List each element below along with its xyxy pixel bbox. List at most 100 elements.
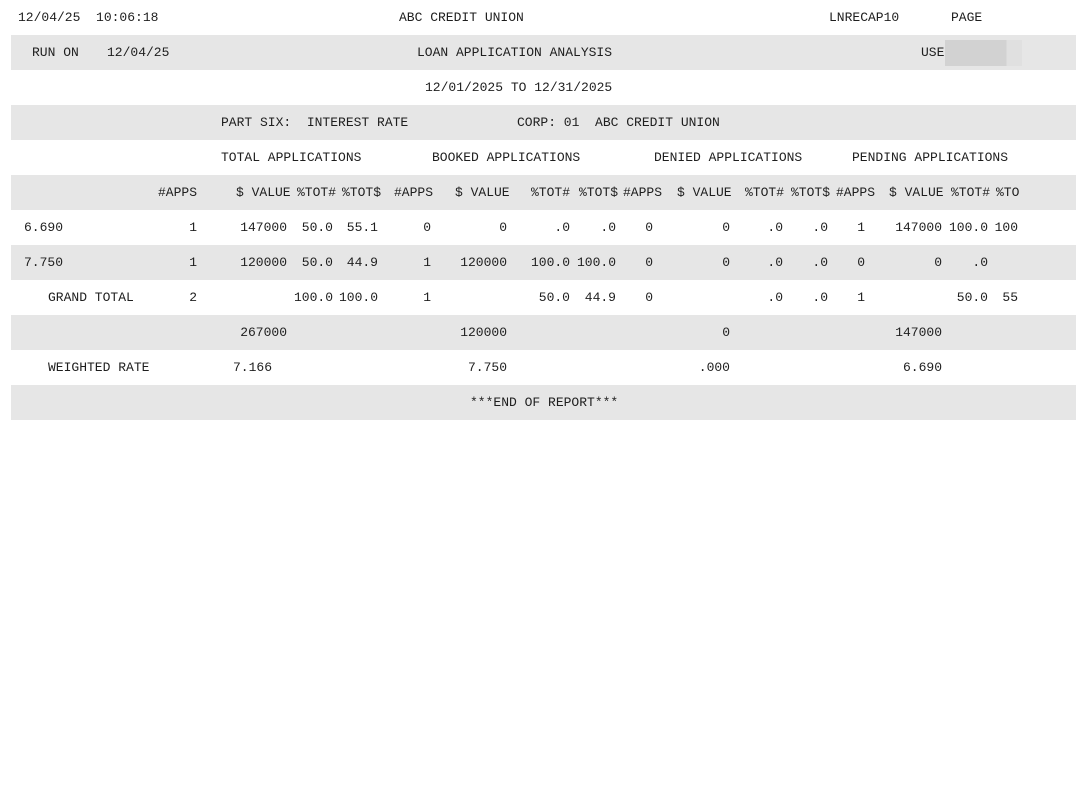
- pending-pct-num: 50.0: [956, 290, 988, 305]
- weighted-booked: 7.750: [467, 360, 507, 375]
- rate-cell: 7.750: [24, 255, 64, 270]
- pending-pct-val: 55: [1002, 290, 1018, 305]
- table-cell: 0: [722, 220, 730, 235]
- user-label: USER: [921, 45, 953, 60]
- date-range: 12/01/2025 TO 12/31/2025: [425, 80, 613, 95]
- grand-total-row: GRAND TOTAL 2 100.0 100.0 1 50.0 44.9 0 …: [0, 280, 1076, 315]
- pending-value: 147000: [895, 325, 942, 340]
- table-cell: .0: [812, 255, 828, 270]
- run-on-date: 12/04/25: [107, 45, 170, 60]
- table-cell: 55.1: [346, 220, 378, 235]
- table-cell: 1: [189, 220, 197, 235]
- table-cell: 0: [645, 255, 653, 270]
- table-cell: 100.0: [576, 255, 616, 270]
- table-cell: 1: [423, 255, 431, 270]
- table-cell: 120000: [240, 255, 287, 270]
- booked-pct-num: 50.0: [538, 290, 570, 305]
- table-cell: 100.0: [948, 220, 988, 235]
- total-pct-num: 100.0: [293, 290, 333, 305]
- group-pending: PENDING APPLICATIONS: [852, 150, 1009, 165]
- rate-cell: 6.690: [24, 220, 64, 235]
- col-header: #APPS: [836, 185, 876, 200]
- col-header: $ VALUE: [236, 185, 291, 200]
- page-label: PAGE: [951, 10, 983, 25]
- table-cell: 50.0: [301, 255, 333, 270]
- weighted-pending: 6.690: [902, 360, 942, 375]
- pending-apps: 1: [857, 290, 865, 305]
- col-header: %TO: [996, 185, 1020, 200]
- denied-value: 0: [722, 325, 730, 340]
- denied-pct-num: .0: [767, 290, 783, 305]
- col-header: #APPS: [623, 185, 663, 200]
- table-cell: .0: [600, 220, 616, 235]
- group-denied: DENIED APPLICATIONS: [654, 150, 803, 165]
- table-cell: 1: [857, 220, 865, 235]
- print-date-time: 12/04/25 10:06:18: [18, 10, 159, 25]
- denied-apps: 0: [645, 290, 653, 305]
- org-name: ABC CREDIT UNION: [399, 10, 524, 25]
- group-booked: BOOKED APPLICATIONS: [432, 150, 581, 165]
- weighted-rate-row: WEIGHTED RATE 7.166 7.750 .000 6.690: [0, 350, 1076, 385]
- table-cell: 44.9: [346, 255, 378, 270]
- weighted-denied: .000: [698, 360, 730, 375]
- report-title: LOAN APPLICATION ANALYSIS: [417, 45, 613, 60]
- redacted-user: [945, 40, 1022, 66]
- table-cell: 100.0: [530, 255, 570, 270]
- table-row: 7.750 1 120000 50.0 44.9 1 120000 100.0 100.0 0 0.…: [11, 245, 1076, 280]
- table-cell: 0: [857, 255, 865, 270]
- col-header: %TOT$: [579, 185, 619, 200]
- booked-apps: 1: [423, 290, 431, 305]
- booked-pct-val: 44.9: [584, 290, 616, 305]
- col-header: $ VALUE: [455, 185, 510, 200]
- table-cell: .0: [972, 255, 988, 270]
- table-cell: 147000: [240, 220, 287, 235]
- grand-total-label: GRAND TOTAL: [48, 290, 134, 305]
- col-header: %TOT#: [951, 185, 991, 200]
- total-apps: 2: [189, 290, 197, 305]
- table-cell: .0: [812, 220, 828, 235]
- date-range-line: 12/01/2025 TO 12/31/2025: [0, 70, 1076, 105]
- group-headers: TOTAL APPLICATIONS BOOKED APPLICATIONS D…: [0, 140, 1076, 175]
- col-header: $ VALUE: [677, 185, 732, 200]
- table-cell: .0: [554, 220, 570, 235]
- table-cell: 50.0: [301, 220, 333, 235]
- table-cell: 0: [499, 220, 507, 235]
- part-line: PART SIX: INTEREST RATE CORP: 01 ABC CRE…: [11, 105, 1076, 140]
- table-cell: .0: [767, 255, 783, 270]
- column-headers: #APPS $ VALUE %TOT# %TOT$ #APPS $ VALUE …: [11, 175, 1076, 210]
- col-header: %TOT#: [745, 185, 785, 200]
- total-pct-val: 100.0: [338, 290, 378, 305]
- table-cell: 0: [423, 220, 431, 235]
- table-row: 6.690 1 147000 50.0 55.1 0 0 .0 .0 0 0 .0 .0 1 147000 1…: [0, 210, 1076, 245]
- report-id: LNRECAP10: [829, 10, 900, 25]
- run-info-line: RUN ON 12/04/25 LOAN APPLICATION ANALYSI…: [11, 35, 1076, 70]
- group-total: TOTAL APPLICATIONS: [221, 150, 362, 165]
- col-header: %TOT$: [791, 185, 831, 200]
- col-header: #APPS: [157, 185, 197, 200]
- report-header-line: 12/04/25 10:06:18 ABC CREDIT UNION LNREC…: [0, 0, 1076, 35]
- booked-value: 120000: [460, 325, 507, 340]
- footer-line: ***END OF REPORT***: [11, 385, 1076, 420]
- table-cell: 120000: [460, 255, 507, 270]
- total-value: 267000: [240, 325, 287, 340]
- table-cell: 0: [722, 255, 730, 270]
- corp-info: CORP: 01 ABC CREDIT UNION: [517, 115, 720, 130]
- part-title: PART SIX: INTEREST RATE: [221, 115, 409, 130]
- report: 12/04/25 10:06:18 ABC CREDIT UNION LNREC…: [0, 0, 1076, 420]
- table-cell: .0: [767, 220, 783, 235]
- denied-pct-val: .0: [812, 290, 828, 305]
- col-header: #APPS: [394, 185, 434, 200]
- col-header: %TOT#: [297, 185, 337, 200]
- run-on-label: RUN ON: [32, 45, 79, 60]
- end-of-report: ***END OF REPORT***: [470, 395, 619, 410]
- table-cell: 1: [189, 255, 197, 270]
- col-header: %TOT#: [531, 185, 571, 200]
- weighted-rate-label: WEIGHTED RATE: [48, 360, 150, 375]
- table-cell: 0: [645, 220, 653, 235]
- col-header: %TOT$: [342, 185, 382, 200]
- table-cell: 100: [994, 220, 1018, 235]
- grand-total-values-row: 267000 120000 0 147000: [11, 315, 1076, 350]
- col-header: $ VALUE: [889, 185, 944, 200]
- table-cell: 0: [934, 255, 942, 270]
- weighted-total: 7.166: [232, 360, 272, 375]
